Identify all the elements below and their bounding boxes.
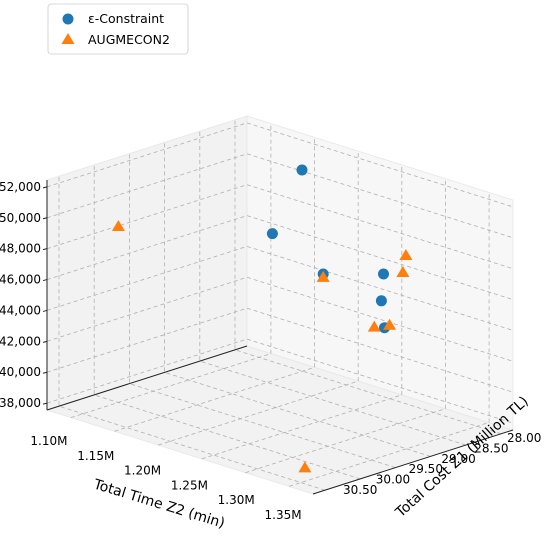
x-tick-label: 30.50 <box>343 483 377 497</box>
point-augmecon2 <box>399 249 413 260</box>
legend-frame <box>47 3 189 55</box>
legend-triangle-icon <box>61 33 75 44</box>
legend: ε-Constraint AUGMECON2 <box>47 3 189 55</box>
x-tick-label: 28.50 <box>474 441 508 455</box>
z-grid-line <box>46 215 514 300</box>
z-tick-mark <box>42 217 48 220</box>
y-grid-line <box>58 176 326 491</box>
z-tick-label: 40,000 <box>0 365 41 379</box>
z-tick-mark <box>42 279 48 282</box>
point-augmecon2 <box>111 220 125 231</box>
z-tick-mark <box>42 402 48 405</box>
z-tick-mark <box>42 371 48 374</box>
point-econstraint <box>296 164 308 176</box>
z-tick-label: 48,000 <box>0 242 41 256</box>
z-tick-mark <box>42 186 48 189</box>
y-tick-label: 1.10M <box>30 434 67 448</box>
legend-label-econstraint: ε-Constraint <box>88 11 164 26</box>
z-tick-label: 50,000 <box>0 211 41 225</box>
point-augmecon2 <box>396 266 410 277</box>
z-tick-mark <box>42 248 48 251</box>
z-tick-mark <box>42 340 48 343</box>
y-tick-label: 1.20M <box>124 464 161 478</box>
z-grid-line <box>46 153 514 239</box>
z-grid-line <box>46 122 514 208</box>
point-econstraint <box>378 268 389 280</box>
y-tick-label: 1.25M <box>171 478 208 492</box>
point-augmecon2 <box>367 320 381 332</box>
z-tick-label: 44,000 <box>0 303 41 317</box>
y-grid-line <box>164 142 431 457</box>
z-tick-label: 38,000 <box>0 396 41 410</box>
y-tick-label: 1.30M <box>218 493 255 507</box>
y-tick-label: 1.35M <box>265 508 302 522</box>
x-tick-label: 28.00 <box>507 431 541 445</box>
point-econstraint <box>266 228 278 240</box>
y-grid-line <box>234 119 502 435</box>
axis-lines <box>46 180 514 495</box>
y-grid-line <box>128 153 396 468</box>
grid-lines <box>46 119 514 491</box>
z-grid-line <box>46 276 514 362</box>
y-grid-line <box>199 131 466 446</box>
tick-labels: 38,000 40,000 42,000 44,000 46,000 48,000 50,0… <box>0 180 541 522</box>
point-augmecon2 <box>316 270 330 282</box>
z-tick-label: 52,000 <box>0 180 41 194</box>
z-tick-label: 46,000 <box>0 273 41 287</box>
x-axis-line <box>312 429 514 495</box>
x-tick-label: 29.50 <box>409 462 443 476</box>
y-axis-line <box>46 345 248 411</box>
axis-panes <box>45 115 515 495</box>
z-grid-line <box>46 307 514 393</box>
y-tick-label: 1.15M <box>77 449 114 463</box>
legend-label-augmecon2: AUGMECON2 <box>88 32 170 47</box>
z-tick-mark <box>42 309 48 312</box>
y-grid-line <box>93 164 361 480</box>
point-econstraint <box>375 295 387 307</box>
point-augmecon2 <box>298 461 312 473</box>
z-grid-line <box>46 184 514 270</box>
x-tick-label: 30.00 <box>376 473 410 487</box>
x-tick-label: 29.00 <box>441 452 475 466</box>
data-points <box>111 164 413 473</box>
z-grid-line <box>46 245 514 331</box>
legend-circle-icon <box>62 13 74 25</box>
z-tick-label: 42,000 <box>0 334 41 348</box>
z-grid-line <box>46 338 514 424</box>
point-augmecon2 <box>383 318 397 330</box>
